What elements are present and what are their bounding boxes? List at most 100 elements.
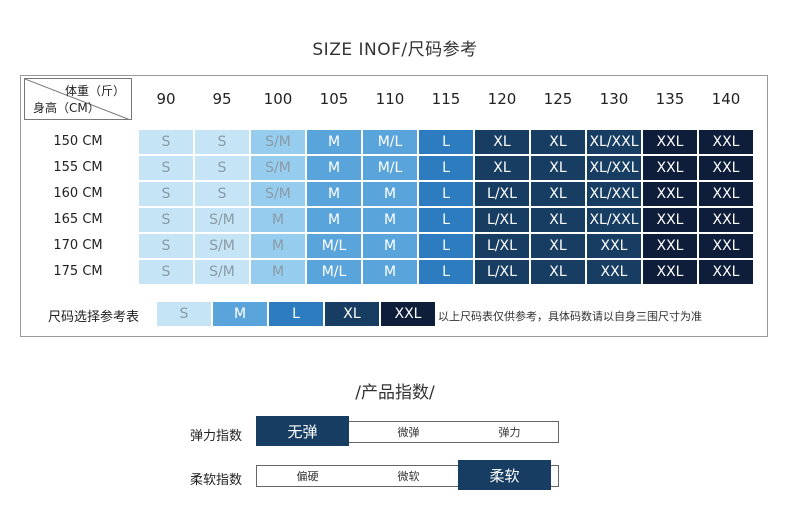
size-cell: XL [531, 234, 585, 258]
size-cell: S [139, 234, 193, 258]
size-cell: XXL [699, 130, 753, 154]
weight-header: 95 [212, 90, 232, 108]
page-title: SIZE INOF/尺码参考 [312, 40, 478, 60]
size-cell: L [419, 130, 473, 154]
weight-header: 135 [655, 90, 685, 108]
size-cell: XXL [643, 182, 697, 206]
softness-option: 微软 [397, 470, 420, 483]
size-cell: XXL [643, 234, 697, 258]
size-cell: L [419, 234, 473, 258]
height-label: 165 CM [53, 212, 103, 227]
size-cell: XXL [699, 182, 753, 206]
elasticity-option: 微弹 [397, 426, 420, 439]
weight-header: 100 [263, 90, 293, 108]
size-cell: M [307, 130, 361, 154]
softness-option: 偏硬 [296, 470, 319, 483]
size-cell: L [419, 260, 473, 284]
size-cell: L/XL [475, 208, 529, 232]
weight-header: 105 [319, 90, 349, 108]
softness-scale: 偏硬 微软 柔软 [256, 460, 559, 490]
size-cell: S [195, 156, 249, 180]
size-cell: M [251, 260, 305, 284]
size-cell: M [363, 182, 417, 206]
size-cell: L/XL [475, 260, 529, 284]
size-cell: L/XL [475, 182, 529, 206]
softness-label: 柔软指数 [190, 473, 243, 488]
elasticity-scale: 无弹 微弹 弹力 [256, 416, 559, 446]
size-cell: S [195, 130, 249, 154]
weight-axis-label: 体重（斤） [64, 84, 125, 98]
table-corner-header: 体重（斤） 身高（CM） [24, 78, 132, 120]
height-label: 150 CM [53, 134, 103, 149]
size-cell: S/M [195, 234, 249, 258]
size-cell: S/M [251, 156, 305, 180]
size-cell: XL [531, 130, 585, 154]
size-cell: S/M [251, 182, 305, 206]
size-cell: M/L [363, 156, 417, 180]
size-chart-frame [20, 75, 768, 337]
size-cell: S/M [195, 208, 249, 232]
size-cell: XXL [643, 208, 697, 232]
reference-swatch: M [213, 302, 267, 326]
size-cell: S [139, 130, 193, 154]
size-cell: M [307, 208, 361, 232]
weight-header: 125 [543, 90, 573, 108]
size-cell: S [139, 156, 193, 180]
size-cell: M/L [307, 260, 361, 284]
size-cell: XL [531, 208, 585, 232]
size-cell: XL/XXL [587, 156, 641, 180]
weight-header: 130 [599, 90, 629, 108]
size-cell: L [419, 208, 473, 232]
reference-swatch: XL [325, 302, 379, 326]
height-label: 155 CM [53, 160, 103, 175]
size-cell: L [419, 182, 473, 206]
weight-header: 120 [487, 90, 517, 108]
size-cell: S [195, 182, 249, 206]
size-cell: XXL [587, 260, 641, 284]
weight-header: 90 [156, 90, 176, 108]
size-cell: XL [531, 260, 585, 284]
size-cell: S/M [195, 260, 249, 284]
height-label: 170 CM [53, 238, 103, 253]
height-label: 160 CM [53, 186, 103, 201]
weight-header: 140 [711, 90, 741, 108]
reference-swatch: L [269, 302, 323, 326]
size-cell: XL/XXL [587, 208, 641, 232]
size-cell: XXL [643, 260, 697, 284]
elasticity-label: 弹力指数 [190, 429, 243, 444]
size-cell: XXL [699, 260, 753, 284]
size-cell: XXL [699, 234, 753, 258]
size-cell: XXL [699, 156, 753, 180]
size-cell: XL [475, 130, 529, 154]
size-cell: XL/XXL [587, 182, 641, 206]
size-cell: M/L [363, 130, 417, 154]
size-cell: S [139, 260, 193, 284]
reference-swatch: S [157, 302, 211, 326]
size-cell: S/M [251, 130, 305, 154]
reference-swatch: XXL [381, 302, 435, 326]
reference-note: 以上尺码表仅供参考，具体码数请以自身三围尺寸为准 [438, 310, 702, 323]
size-cell: L [419, 156, 473, 180]
height-axis-label: 身高（CM） [33, 101, 100, 115]
size-cell: M [251, 234, 305, 258]
size-cell: M [307, 156, 361, 180]
height-label: 175 CM [53, 264, 103, 279]
size-cell: M [363, 234, 417, 258]
size-cell: XL/XXL [587, 130, 641, 154]
size-cell: S [139, 208, 193, 232]
elasticity-selected-option: 无弹 [256, 416, 349, 446]
reference-label: 尺码选择参考表 [48, 310, 140, 325]
size-cell: XL [531, 182, 585, 206]
diagonal-divider [25, 79, 130, 119]
size-cell: M [251, 208, 305, 232]
weight-header: 110 [375, 90, 405, 108]
product-index-title: /产品指数/ [355, 383, 435, 403]
size-cell: XL [531, 156, 585, 180]
size-cell: S [139, 182, 193, 206]
size-cell: L/XL [475, 234, 529, 258]
size-cell: M [307, 182, 361, 206]
size-cell: XXL [699, 208, 753, 232]
size-cell: M [363, 260, 417, 284]
softness-selected-option: 柔软 [458, 460, 551, 490]
size-cell: XL [475, 156, 529, 180]
